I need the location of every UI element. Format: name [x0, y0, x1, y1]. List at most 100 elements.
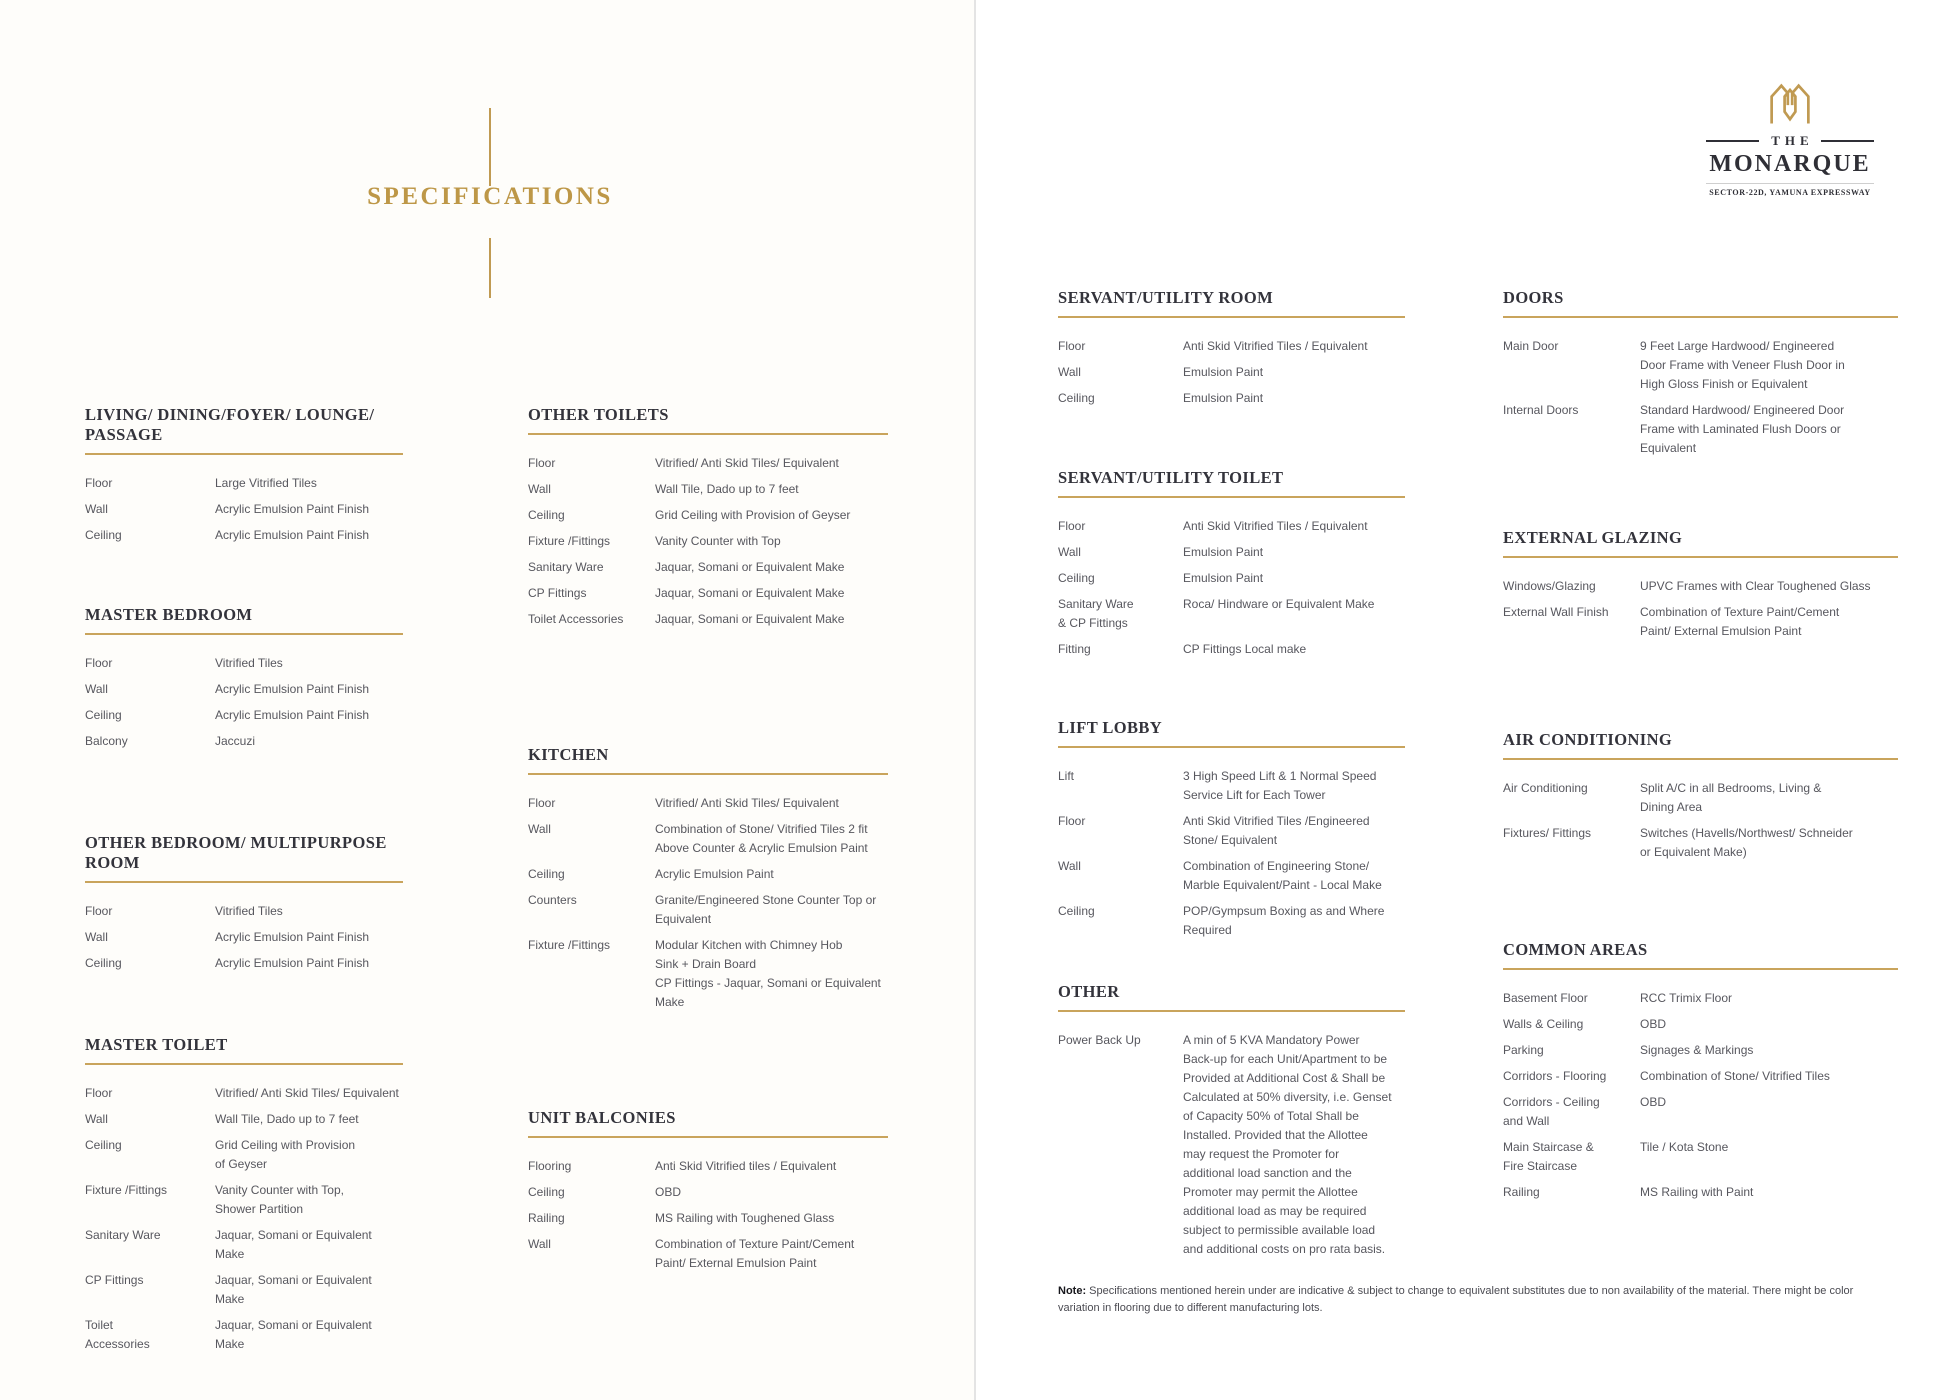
- spec-label: Wall: [528, 822, 551, 836]
- spec-label: Fitting: [1058, 642, 1091, 656]
- spec-value: 9 Feet Large Hardwood/ Engineered Door F…: [1640, 339, 1845, 391]
- spec-row: Floor Anti Skid Vitrified Tiles / Equival…: [1058, 337, 1405, 356]
- spec-label: Wall: [528, 1237, 551, 1251]
- spec-row: Ceiling Grid Ceiling with Provision of Ge…: [85, 1136, 403, 1174]
- section-title: DOORS: [1503, 288, 1898, 318]
- spec-label: Ceiling: [85, 1138, 122, 1152]
- spec-row: Toilet Accessories Jaquar, Somani or Equi…: [85, 1316, 403, 1354]
- spec-label: Ceiling: [528, 508, 565, 522]
- spec-value: OBD: [1640, 1095, 1667, 1109]
- footnote: Note: Specifications mentioned herein un…: [1058, 1283, 1896, 1317]
- spec-row: Floor Large Vitrified Tiles: [85, 474, 403, 493]
- spec-label: Ceiling: [85, 708, 122, 722]
- spec-value: Tile / Kota Stone: [1640, 1140, 1729, 1154]
- spec-value: Acrylic Emulsion Paint: [655, 867, 774, 881]
- spec-row: Fixtures/ Fittings Switches (Havells/Nort…: [1503, 824, 1898, 862]
- spec-row: Ceiling POP/Gympsum Boxing as and Where R…: [1058, 902, 1405, 940]
- spec-label: Ceiling: [85, 528, 122, 542]
- spec-section: DOORS Main Door 9 Feet Large Hardwood/ Eng…: [1503, 288, 1898, 465]
- spec-section: OTHER TOILETS Floor Vitrified/ Anti Skid T…: [528, 405, 888, 636]
- spec-label: Floor: [528, 796, 556, 810]
- spec-label: Fixture /Fittings: [528, 534, 611, 548]
- spec-value: Acrylic Emulsion Paint Finish: [215, 502, 370, 516]
- spec-row: Ceiling Acrylic Emulsion Paint Finish: [85, 526, 403, 545]
- spec-row: Fixture /Fittings Vanity Counter with Top: [528, 532, 888, 551]
- spec-label: Floor: [1058, 814, 1086, 828]
- spec-value: Acrylic Emulsion Paint Finish: [215, 930, 370, 944]
- spec-row: Sanitary Ware & CP Fittings Roca/ Hindwar…: [1058, 595, 1405, 633]
- page-divider: [974, 0, 976, 1400]
- spec-label: Floor: [85, 904, 113, 918]
- section-title: SERVANT/UTILITY ROOM: [1058, 288, 1405, 318]
- spec-value: Vitrified/ Anti Skid Tiles/ Equivalent: [655, 796, 839, 810]
- spec-row: Floor Vitrified/ Anti Skid Tiles/ Equival…: [85, 1084, 403, 1103]
- spec-row: Wall Emulsion Paint: [1058, 363, 1405, 382]
- spec-value: Emulsion Paint: [1183, 571, 1264, 585]
- spec-label: Main Staircase & Fire Staircase: [1503, 1140, 1594, 1173]
- spec-value: Split A/C in all Bedrooms, Living & Dini…: [1640, 781, 1822, 814]
- spec-value: POP/Gympsum Boxing as and Where Required: [1183, 904, 1385, 937]
- spec-value: Vanity Counter with Top, Shower Partitio…: [215, 1183, 344, 1216]
- spec-row: Wall Emulsion Paint: [1058, 543, 1405, 562]
- spec-row: Ceiling Acrylic Emulsion Paint: [528, 865, 888, 884]
- spec-row: Wall Acrylic Emulsion Paint Finish: [85, 928, 403, 947]
- left-page-background: [0, 0, 974, 1400]
- spec-section: OTHER Power Back Up A min of 5 KVA Mandato…: [1058, 982, 1405, 1266]
- section-title: KITCHEN: [528, 745, 888, 775]
- spec-label: Toilet Accessories: [85, 1318, 150, 1351]
- spec-value: Emulsion Paint: [1183, 365, 1264, 379]
- spec-label: Internal Doors: [1503, 403, 1579, 417]
- spec-row: Internal Doors Standard Hardwood/ Enginee…: [1503, 401, 1898, 458]
- spec-row: Ceiling Acrylic Emulsion Paint Finish: [85, 706, 403, 725]
- spec-row: Balcony Jaccuzi: [85, 732, 403, 751]
- spec-label: Corridors - Flooring: [1503, 1069, 1607, 1083]
- section-title: OTHER BEDROOM/ MULTIPURPOSE ROOM: [85, 833, 403, 883]
- spec-value: Wall Tile, Dado up to 7 feet: [655, 482, 799, 496]
- spec-value: Emulsion Paint: [1183, 545, 1264, 559]
- spec-label: Corridors - Ceiling and Wall: [1503, 1095, 1600, 1128]
- spec-row: Toilet Accessories Jaquar, Somani or Equi…: [528, 610, 888, 629]
- spec-label: Flooring: [528, 1159, 572, 1173]
- section-title: OTHER: [1058, 982, 1405, 1012]
- spec-label: Floor: [85, 656, 113, 670]
- section-title: UNIT BALCONIES: [528, 1108, 888, 1138]
- spec-value: Combination of Engineering Stone/ Marble…: [1183, 859, 1382, 892]
- spec-row: Main Staircase & Fire Staircase Tile / Ko…: [1503, 1138, 1898, 1176]
- spec-row: Wall Acrylic Emulsion Paint Finish: [85, 680, 403, 699]
- spec-row: Wall Combination of Stone/ Vitrified Tile…: [528, 820, 888, 858]
- spec-value: Jaquar, Somani or Equivalent Make: [215, 1318, 372, 1351]
- spec-row: External Wall Finish Combination of Textu…: [1503, 603, 1898, 641]
- spec-value: MS Railing with Paint: [1640, 1185, 1754, 1199]
- spec-row: Sanitary Ware Jaquar, Somani or Equivalen…: [528, 558, 888, 577]
- spec-row: Wall Combination of Texture Paint/Cement …: [528, 1235, 888, 1273]
- spec-label: Fixture /Fittings: [85, 1183, 168, 1197]
- spec-value: A min of 5 KVA Mandatory Power Back-up f…: [1183, 1033, 1392, 1256]
- spec-label: Wall: [85, 682, 108, 696]
- footnote-label: Note:: [1058, 1285, 1087, 1297]
- spec-value: Jaquar, Somani or Equivalent Make: [215, 1228, 372, 1261]
- logo-the-row: THE: [1706, 133, 1874, 149]
- spec-label: Main Door: [1503, 339, 1559, 353]
- spec-value: Grid Ceiling with Provision of Geyser: [215, 1138, 356, 1171]
- spec-value: Jaccuzi: [215, 734, 256, 748]
- spec-section: SERVANT/UTILITY ROOM Floor Anti Skid Vitri…: [1058, 288, 1405, 415]
- spec-value: Anti Skid Vitrified Tiles / Equivalent: [1183, 519, 1368, 533]
- spec-label: Parking: [1503, 1043, 1544, 1057]
- spec-label: Ceiling: [1058, 904, 1095, 918]
- spec-value: Vitrified/ Anti Skid Tiles/ Equivalent: [215, 1086, 399, 1100]
- spec-label: Wall: [1058, 859, 1081, 873]
- spec-label: Floor: [528, 456, 556, 470]
- spec-label: Counters: [528, 893, 577, 907]
- section-title: COMMON AREAS: [1503, 940, 1898, 970]
- spec-label: CP Fittings: [528, 586, 587, 600]
- spec-row: CP Fittings Jaquar, Somani or Equivalent …: [528, 584, 888, 603]
- spec-label: Sanitary Ware: [528, 560, 604, 574]
- spec-label: Air Conditioning: [1503, 781, 1588, 795]
- spec-row: Air Conditioning Split A/C in all Bedroom…: [1503, 779, 1898, 817]
- spec-section: MASTER BEDROOM Floor Vitrified Tiles Wall Ac…: [85, 605, 403, 758]
- spec-label: Toilet Accessories: [528, 612, 624, 626]
- section-title: MASTER TOILET: [85, 1035, 403, 1065]
- spec-value: Vitrified/ Anti Skid Tiles/ Equivalent: [655, 456, 839, 470]
- spec-value: Switches (Havells/Northwest/ Schneider o…: [1640, 826, 1853, 859]
- spec-label: Ceiling: [528, 867, 565, 881]
